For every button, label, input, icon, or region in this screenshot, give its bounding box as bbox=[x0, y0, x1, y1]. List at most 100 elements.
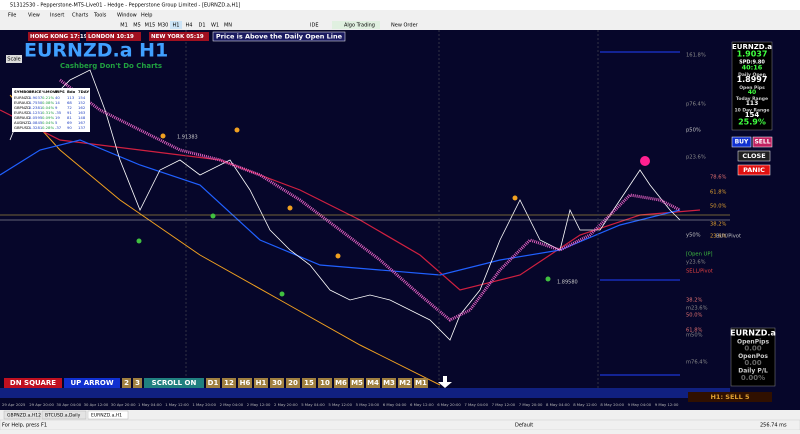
tab-bar bbox=[0, 410, 800, 420]
chart-tab[interactable] bbox=[41, 410, 87, 420]
toolbar-button[interactable] bbox=[206, 378, 220, 388]
table-cell: 162 bbox=[78, 105, 86, 110]
close-label: CLOSE bbox=[742, 152, 765, 160]
table-cell: GBPAUD bbox=[14, 115, 30, 120]
level-label: m76.4% bbox=[686, 360, 708, 366]
toolbar-button[interactable] bbox=[4, 378, 62, 388]
table-cell: 0.31% bbox=[42, 110, 54, 115]
toolbar-button[interactable] bbox=[144, 378, 204, 388]
toolbar-button[interactable] bbox=[414, 378, 428, 388]
sell-button[interactable] bbox=[752, 136, 773, 148]
timeframe-button[interactable] bbox=[157, 21, 169, 29]
level-label: 23.6% bbox=[710, 234, 727, 240]
table-cell: 0.04% bbox=[42, 105, 54, 110]
toolbar-button[interactable] bbox=[254, 378, 268, 388]
toolbar-button[interactable] bbox=[64, 378, 120, 388]
panel-text: EURNZD.a bbox=[732, 43, 772, 51]
panel2-text: OpenPips bbox=[737, 338, 769, 345]
chart-tab-label: BTCUSD.a,Daily bbox=[45, 413, 81, 419]
scale-label: Scale bbox=[7, 57, 20, 63]
chart-tab[interactable] bbox=[87, 410, 129, 420]
chart-tab[interactable] bbox=[3, 410, 41, 420]
toolbar-button[interactable] bbox=[334, 378, 348, 388]
status-help: For Help, press F1 bbox=[2, 423, 47, 429]
toolbar-button[interactable] bbox=[398, 378, 412, 388]
time-label: 6 May 12:00 bbox=[410, 402, 434, 407]
time-label: 7 May 04:00 bbox=[464, 402, 488, 407]
panel-text: 40 bbox=[748, 89, 756, 96]
toolbar-button[interactable] bbox=[286, 378, 300, 388]
session-label: HONG KONG 17:19 bbox=[30, 34, 88, 40]
chart-decor bbox=[0, 30, 730, 398]
timeframe-button[interactable] bbox=[170, 21, 182, 29]
table-cell: 69 bbox=[67, 120, 72, 125]
toolbar-button[interactable] bbox=[133, 378, 142, 388]
close-button[interactable] bbox=[737, 150, 771, 162]
level-label: [Open UP] bbox=[686, 252, 712, 258]
time-label: 5 May 12:00 bbox=[328, 402, 352, 407]
toolbar-button-label: M1 bbox=[415, 379, 427, 387]
table-cell: 163 bbox=[78, 110, 86, 115]
scale-btn[interactable] bbox=[6, 55, 22, 63]
timeframe-button[interactable] bbox=[144, 21, 156, 29]
timeframe-button[interactable] bbox=[222, 21, 234, 29]
algo-button[interactable] bbox=[332, 21, 380, 29]
panel-text: 40:16 bbox=[742, 64, 763, 72]
table-cell: GBPUSD bbox=[14, 125, 30, 130]
toolbar-button[interactable] bbox=[350, 378, 364, 388]
panic-button[interactable] bbox=[737, 164, 771, 176]
level-label: p23.6% bbox=[686, 155, 706, 161]
toolbar-button[interactable] bbox=[302, 378, 316, 388]
table-cell: 0.21% bbox=[42, 95, 54, 100]
timeframe-button[interactable] bbox=[209, 21, 221, 29]
time-label: 7 May 20:00 bbox=[519, 402, 543, 407]
table-cell: 0.09% bbox=[42, 115, 54, 120]
price-marker: 1.89580 bbox=[557, 280, 578, 286]
table-cell: 19 bbox=[55, 115, 60, 120]
panel2-text: 0.00 bbox=[744, 359, 761, 367]
time-label: 7 May 12:00 bbox=[492, 402, 516, 407]
table-cell: EURNZD bbox=[14, 95, 30, 100]
table-cell: EURAUD bbox=[14, 100, 30, 105]
toolbar-button[interactable] bbox=[318, 378, 332, 388]
toolbar-button[interactable] bbox=[382, 378, 396, 388]
timeframe-label: W1 bbox=[211, 23, 219, 29]
level-label: m50% bbox=[686, 333, 703, 339]
timeframe-label: D1 bbox=[198, 23, 205, 29]
time-label: 1 May 04:00 bbox=[138, 402, 162, 407]
panel-text: Today Range bbox=[736, 96, 768, 102]
timeframe-button[interactable] bbox=[118, 21, 130, 29]
panel2-text: 0.00 bbox=[744, 345, 761, 353]
panel2-text: OpenPos bbox=[738, 353, 768, 360]
table-cell: 1.3281 bbox=[29, 125, 43, 130]
session-box bbox=[149, 32, 209, 41]
table-cell: EURUSD bbox=[14, 110, 30, 115]
timeframe-button[interactable] bbox=[131, 21, 143, 29]
panel2-text: Daily P/L bbox=[738, 368, 768, 375]
time-label: 8 May 04:00 bbox=[546, 402, 570, 407]
buy-button[interactable] bbox=[731, 136, 752, 148]
toolbar-button[interactable] bbox=[366, 378, 380, 388]
toolbar-button[interactable] bbox=[222, 378, 236, 388]
panel2-text: EURNZD.a bbox=[730, 329, 776, 338]
level-label: 38.2% bbox=[710, 222, 727, 228]
time-label: 8 May 20:00 bbox=[600, 402, 624, 407]
toolbar-button-label: M3 bbox=[383, 379, 395, 387]
status-bar bbox=[0, 419, 800, 431]
table-cell: 9 bbox=[55, 105, 58, 110]
time-label: 30 Apr 20:00 bbox=[111, 402, 136, 407]
toolbar-button[interactable] bbox=[238, 378, 252, 388]
table-cell: 148 bbox=[78, 115, 86, 120]
toolbar-button[interactable] bbox=[122, 378, 131, 388]
toolbar-button-label: 15 bbox=[304, 379, 314, 387]
time-label: 2 May 20:00 bbox=[274, 402, 298, 407]
toolbar-button[interactable] bbox=[270, 378, 284, 388]
panel-text: Daily Open bbox=[738, 72, 766, 78]
session-box bbox=[28, 32, 80, 41]
timeframe-button[interactable] bbox=[183, 21, 195, 29]
timeframe-button[interactable] bbox=[196, 21, 208, 29]
panel-text: 154 bbox=[745, 111, 760, 119]
table-cell: 152 bbox=[78, 100, 86, 105]
table-cell: 154 bbox=[78, 95, 86, 100]
